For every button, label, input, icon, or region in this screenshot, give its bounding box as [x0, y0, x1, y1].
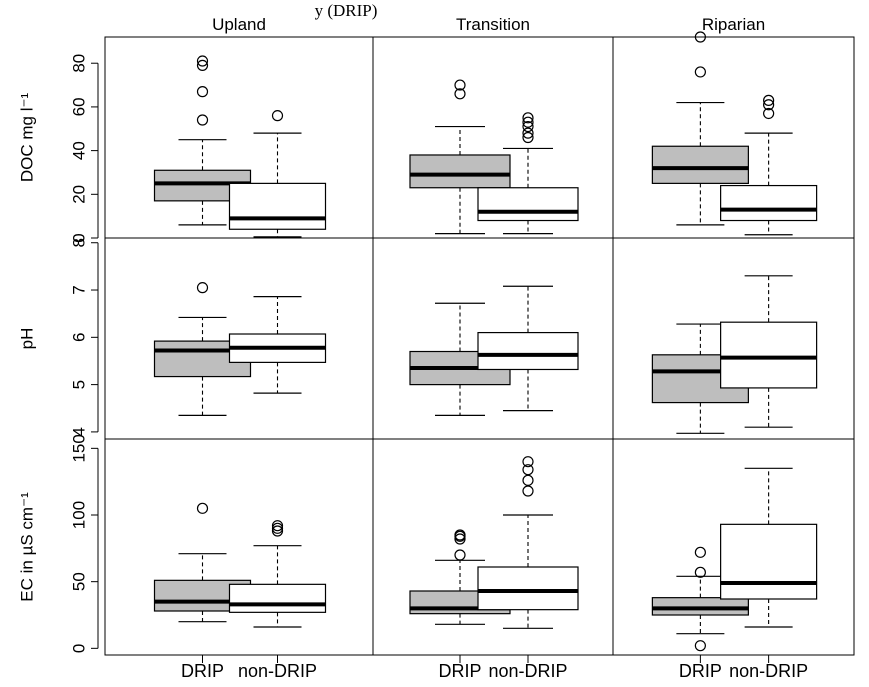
panel-ec-in-s-cm-upland [104, 438, 374, 656]
box-row-1-transition-drip [409, 154, 511, 189]
group-title-transition: Transition [456, 15, 530, 34]
y-tick-label-row-2-5: 5 [69, 380, 88, 389]
outlier-row-2-upland-drip-1 [196, 282, 209, 294]
group-title-upland: Upland [212, 15, 266, 34]
outlier-row-3-upland-non-drip-3 [271, 520, 284, 532]
outlier-row-3-riparian-drip-3 [694, 546, 706, 558]
outlier-row-1-upland-drip-2 [196, 86, 209, 98]
y-tick-label-row-2-4: 4 [69, 427, 88, 436]
outlier-row-3-transition-non-drip-4 [522, 456, 534, 468]
outlier-row-3-transition-non-drip-3 [522, 464, 534, 476]
box-row-1-upland-non-drip [228, 182, 327, 230]
group-title-riparian: Riparian [702, 15, 765, 34]
outlier-row-1-upland-drip-3 [196, 59, 209, 72]
outlier-row-1-riparian-non-drip-3 [763, 94, 775, 106]
outlier-row-1-transition-non-drip-4 [522, 116, 534, 128]
box-row-1-transition-non-drip [477, 187, 579, 222]
outlier-row-1-upland-drip-1 [196, 114, 209, 126]
outlier-row-3-upland-non-drip-2 [271, 522, 284, 534]
y-axis-label-row-3: EC in µS cm⁻¹ [17, 492, 36, 602]
box-row-1-riparian-non-drip [720, 184, 818, 222]
outlier-row-3-transition-non-drip-1 [522, 485, 534, 497]
outlier-row-3-riparian-drip-1 [694, 640, 706, 652]
x-tick-label-riparian-drip: DRIP [679, 661, 722, 681]
x-tick-label-transition-drip: DRIP [438, 661, 481, 681]
outlier-row-3-transition-drip-1 [454, 549, 466, 561]
outlier-row-1-transition-non-drip-2 [522, 127, 534, 139]
outlier-row-3-transition-drip-4 [454, 529, 466, 541]
y-tick-label-row-3-0: 0 [69, 644, 88, 653]
y-tick-label-row-1-40: 40 [69, 141, 88, 160]
box-row-3-upland-non-drip [228, 583, 327, 613]
box-row-2-transition-non-drip [477, 331, 579, 371]
y-tick-label-row-1-60: 60 [69, 97, 88, 116]
outlier-row-1-transition-non-drip-1 [522, 131, 534, 144]
outlier-row-3-transition-non-drip-2 [522, 474, 534, 486]
y-tick-label-row-3-100: 100 [69, 501, 88, 529]
y-tick-label-row-3-150: 150 [69, 434, 88, 462]
box-row-3-riparian-non-drip [720, 523, 818, 600]
outlier-row-1-transition-drip-2 [454, 79, 466, 91]
box-row-2-riparian-non-drip [720, 321, 818, 389]
outlier-row-1-riparian-drip-2 [694, 31, 706, 43]
y-tick-label-row-2-7: 7 [69, 285, 88, 294]
outlier-row-1-riparian-non-drip-1 [763, 107, 775, 120]
x-tick-label-upland-non-drip: non-DRIP [238, 661, 317, 681]
y-tick-label-row-2-8: 8 [69, 238, 88, 247]
box-row-1-riparian-drip [651, 145, 749, 184]
outlier-row-3-upland-non-drip-1 [271, 525, 284, 537]
y-tick-label-row-2-6: 6 [69, 333, 88, 342]
panel-ec-in-s-cm-transition [372, 438, 614, 656]
outlier-row-3-upland-drip-1 [196, 502, 209, 514]
box-row-3-transition-non-drip [477, 566, 579, 611]
y-axis-label-row-1: DOC mg l⁻¹ [17, 93, 36, 183]
header-fragment: y (DRIP) [315, 1, 378, 20]
panel-ec-in-s-cm-riparian [612, 438, 855, 656]
outlier-row-1-riparian-drip-1 [694, 66, 706, 78]
outlier-row-1-transition-drip-1 [454, 88, 466, 100]
x-tick-label-riparian-non-drip: non-DRIP [729, 661, 808, 681]
x-tick-label-transition-non-drip: non-DRIP [488, 661, 567, 681]
y-tick-label-row-1-80: 80 [69, 54, 88, 73]
y-tick-label-row-1-0: 0 [69, 233, 88, 242]
y-tick-label-row-1-20: 20 [69, 185, 88, 204]
outlier-row-1-transition-non-drip-3 [522, 120, 534, 133]
outlier-row-1-upland-drip-4 [196, 55, 209, 67]
y-tick-label-row-3-50: 50 [69, 572, 88, 591]
outlier-row-3-riparian-drip-2 [694, 566, 706, 578]
y-axis-label-row-2: pH [17, 328, 36, 350]
outlier-row-3-transition-drip-2 [454, 533, 466, 545]
outlier-row-1-riparian-non-drip-2 [763, 99, 775, 111]
outlier-row-1-transition-non-drip-5 [522, 112, 534, 124]
outlier-row-1-upland-non-drip-1 [271, 110, 284, 122]
x-tick-label-upland-drip: DRIP [181, 661, 224, 681]
